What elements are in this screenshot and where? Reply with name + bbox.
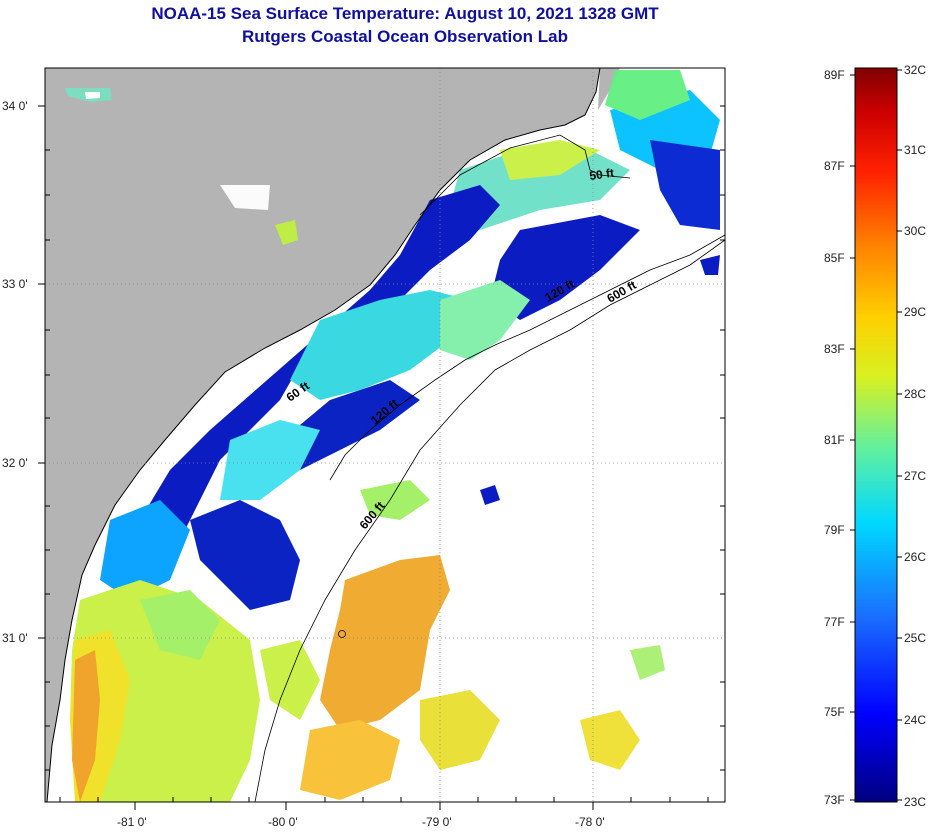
map-area: 50 ft 120 ft 600 ft 600 ft 60 ft 120 ft — [45, 68, 725, 802]
cbar-f-75: 75F — [824, 705, 845, 719]
lon-label-81: -81 0' — [117, 815, 147, 829]
map-subtitle: Rutgers Coastal Ocean Observation Lab — [242, 27, 568, 46]
axis-ticks — [38, 105, 725, 810]
cbar-f-73: 73F — [824, 793, 845, 807]
lat-label-34: 34 0' — [2, 99, 28, 113]
cbar-c-25: 25C — [904, 631, 926, 645]
lat-label-31: 31 0' — [2, 631, 28, 645]
isobath-label-50ft: 50 ft — [588, 166, 614, 183]
cbar-f-85: 85F — [824, 251, 845, 265]
map-title: NOAA-15 Sea Surface Temperature: August … — [151, 4, 659, 23]
cbar-f-81: 81F — [824, 433, 845, 447]
cbar-f-79: 79F — [824, 523, 845, 537]
cbar-f-89: 89F — [824, 68, 845, 82]
lat-label-32: 32 0' — [2, 456, 28, 470]
cbar-f-77: 77F — [824, 615, 845, 629]
land-mass — [45, 68, 600, 802]
isobath-shelf — [329, 234, 725, 481]
lat-label-33: 33 0' — [2, 277, 28, 291]
cbar-c-30: 30C — [904, 224, 926, 238]
cbar-f-83: 83F — [824, 342, 845, 356]
colorbar: 89F 87F 85F 83F 81F 79F 77F 75F 73F 32C … — [824, 63, 926, 809]
cbar-c-29: 29C — [904, 305, 926, 319]
cbar-c-23: 23C — [904, 795, 926, 809]
lon-label-78: -78 0' — [575, 815, 605, 829]
cbar-c-31: 31C — [904, 143, 926, 157]
cbar-c-26: 26C — [904, 550, 926, 564]
cbar-c-28: 28C — [904, 387, 926, 401]
lon-label-79: -79 0' — [422, 815, 452, 829]
lon-label-80: -80 0' — [268, 815, 298, 829]
sst-data-layer — [65, 70, 720, 802]
cbar-f-87: 87F — [824, 159, 845, 173]
cbar-c-27: 27C — [904, 469, 926, 483]
isobath-50ft — [419, 134, 631, 216]
cbar-c-32: 32C — [904, 63, 926, 77]
graticule — [45, 68, 725, 802]
isobath-600ft — [254, 239, 725, 802]
cbar-c-24: 24C — [904, 713, 926, 727]
